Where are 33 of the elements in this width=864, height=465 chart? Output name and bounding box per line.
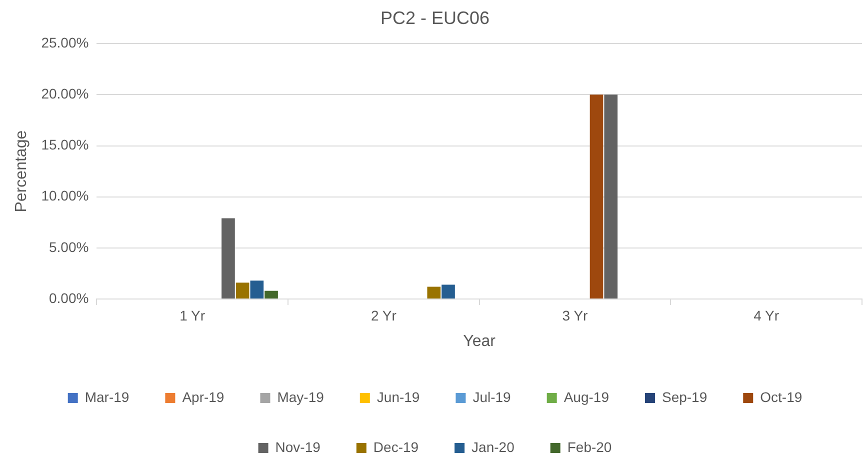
legend-label: Sep-19 [662, 388, 708, 405]
bar [590, 94, 604, 298]
y-tick-label: 10.00% [41, 188, 89, 204]
x-tick-label: 4 Yr [754, 307, 780, 324]
bar [427, 286, 441, 298]
legend-label: Feb-20 [567, 438, 612, 455]
legend-label: Dec-19 [373, 438, 419, 455]
legend-label: Jun-19 [376, 388, 420, 405]
bar [222, 218, 235, 298]
y-tick-label: 15.00% [41, 136, 89, 153]
bar [442, 284, 455, 298]
y-tick-label: 5.00% [48, 238, 89, 255]
legend-label: Jul-19 [472, 388, 512, 405]
x-axis-title: Year [463, 332, 496, 350]
legend-label: Aug-19 [564, 388, 610, 405]
bar [264, 290, 278, 298]
chart-title: PC2 - EUC06 [380, 8, 490, 28]
y-tick-label: 25.00% [41, 34, 89, 50]
bar [604, 94, 618, 298]
x-tick-label: 1 Yr [180, 307, 206, 324]
y-axis-title: Percentage [13, 130, 30, 212]
y-tick-label: 0.00% [48, 290, 89, 306]
legend-label: Jan-20 [472, 438, 515, 455]
legend-label: Oct-19 [760, 388, 802, 405]
legend-label: Nov-19 [275, 438, 321, 455]
x-tick-label: 3 Yr [562, 307, 588, 324]
legend-label: Apr-19 [182, 388, 224, 405]
x-tick-label: 2 Yr [370, 307, 397, 324]
bar [236, 282, 250, 298]
legend-label: Mar-19 [84, 388, 130, 405]
y-tick-label: 20.00% [41, 86, 89, 102]
bar [250, 280, 264, 298]
legend-label: May-19 [277, 388, 324, 405]
